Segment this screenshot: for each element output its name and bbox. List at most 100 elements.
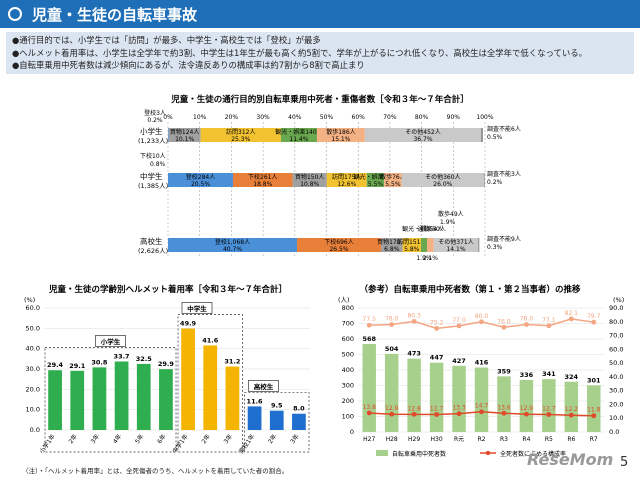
violation-point [546, 323, 552, 329]
bar-value-label: 473 [407, 350, 421, 358]
bar-value-label: 447 [430, 354, 444, 362]
violation-label: 77.5 [363, 316, 377, 323]
violation-label: 79.7 [587, 313, 601, 320]
group-box [44, 347, 177, 453]
fatality-bar [587, 385, 601, 432]
y-tick-label: 30.0 [26, 365, 40, 373]
group-label: 中学生 [187, 304, 207, 313]
ratio-label: 12.2 [565, 406, 579, 413]
violation-label: 77.0 [452, 317, 466, 324]
extra-label: 0.8% [150, 161, 166, 168]
violation-point [501, 324, 507, 330]
x-tick-label: R元 [454, 436, 464, 443]
violation-label: 76.0 [497, 318, 511, 325]
left-tick-label: 0 [350, 428, 354, 436]
x-tick-label: 100% [476, 114, 493, 121]
bar-value-label: 301 [587, 376, 601, 384]
bar-segment [420, 238, 427, 252]
bar-value-label: 504 [385, 345, 399, 353]
bar-segment [326, 173, 367, 187]
helmet-bar [203, 345, 218, 430]
segment-label: 訪問312人 [226, 128, 255, 136]
legend-line-label: 全死者数に占める構成率 [500, 450, 566, 458]
x-tick-label: R2 [478, 436, 486, 443]
x-tick-label: H28 [386, 436, 398, 443]
x-tick-label: 0% [163, 114, 173, 121]
group-label: 小学生 [100, 337, 121, 346]
violation-label: 77.1 [542, 317, 556, 324]
segment-label: 調査不能9人 [487, 235, 521, 243]
left-tick-label: 400 [342, 366, 354, 374]
bar-segment [168, 238, 298, 252]
violation-point [389, 322, 395, 327]
x-tick-label: 80% [415, 114, 429, 121]
row-total: (1,385人) [138, 182, 168, 190]
helmet-bar [92, 367, 107, 430]
violation-label: 78.0 [520, 316, 534, 323]
bar-value-label: 30.8 [91, 358, 108, 366]
violation-point [568, 316, 574, 322]
x-tick-label: 3年 [222, 433, 234, 446]
right-tick-label: 20.0 [609, 400, 623, 408]
helmet-bar [70, 370, 85, 430]
segment-label: 観光・娯楽140人 [275, 128, 322, 136]
bar-segment [168, 173, 233, 187]
bar-segment [280, 128, 317, 142]
ratio-label: 12.7 [542, 406, 556, 413]
bar-segment [481, 128, 483, 142]
segment-pct: 1.9% [416, 255, 432, 262]
segment-pct: 20.5% [191, 181, 210, 188]
ratio-point [479, 409, 484, 415]
footnote: （注）・「ヘルメット着用率」とは、全死傷者のうち、ヘルメットを着用していた者の割… [22, 467, 289, 475]
right-tick-label: 90.0 [609, 304, 623, 312]
x-tick-label: 2年 [200, 433, 212, 446]
group-label-box [95, 335, 126, 347]
x-tick-label: H29 [408, 436, 420, 443]
right-tick-label: 80.0 [609, 318, 623, 326]
bar-segment [433, 238, 479, 252]
violation-point [411, 318, 417, 324]
right-tick-label: 0.0 [609, 428, 619, 436]
violation-point [479, 319, 484, 325]
left-tick-label: 700 [342, 320, 354, 328]
row-label: 高校生 [140, 236, 163, 246]
ratio-point [389, 411, 395, 417]
bar-value-label: 336 [520, 371, 534, 379]
bar-value-label: 29.1 [69, 362, 86, 370]
fatality-bar [519, 379, 534, 432]
segment-pct: 15.1% [331, 136, 350, 143]
bar-segment [478, 238, 480, 252]
chart3-title: （参考）自転車乗用中死者数（第１・第２当事者）の推移 [359, 284, 581, 295]
ratio-point [546, 412, 552, 417]
segment-pct: 26.5% [329, 246, 348, 253]
bullet-2: ●ヘルメット着用率は、小学生は全学年で約3割、中学生は1年生が最も高く約5割で、… [12, 47, 587, 58]
ratio-label: 13.3 [452, 405, 466, 412]
right-tick-label: 30.0 [609, 387, 623, 395]
bullet-1: ●通行目的では、小学生では「訪問」が最多、中学生・高校生では「登校」が最多 [12, 35, 321, 45]
segment-pct: 0.3% [487, 244, 503, 251]
y-tick-label: 20.0 [26, 385, 40, 393]
ratio-point [366, 410, 372, 416]
bar-value-label: 32.5 [136, 355, 153, 363]
segment-pct: 5.5% [385, 181, 401, 188]
segment-label: その他371人 [438, 238, 473, 246]
legend-bar-swatch [376, 450, 388, 456]
segment-label: 買物150人 [295, 173, 324, 181]
x-tick-label: 20% [225, 114, 239, 121]
bar-value-label: 359 [497, 367, 511, 375]
left-tick-label: 200 [342, 397, 354, 405]
bar-value-label: 41.6 [202, 336, 219, 344]
helmet-bar [159, 369, 173, 430]
purpose-chart: 児童・生徒の通行目的別自転車乗用中死者・重傷者数［令和３年～７年合計］ 0% 10%… [138, 94, 521, 262]
right-tick-label: 60.0 [609, 345, 623, 353]
helmet-bar [48, 370, 62, 430]
x-tick-label: H30 [431, 436, 443, 443]
violation-point [591, 319, 597, 325]
fatality-bar [407, 358, 421, 432]
fatality-bar [429, 362, 444, 432]
ratio-point [591, 413, 597, 419]
bar-segment [381, 238, 403, 252]
bar-value-label: 31.2 [224, 358, 240, 366]
bar-value-label: 49.9 [180, 320, 197, 328]
segment-label: その他360人 [425, 173, 460, 181]
